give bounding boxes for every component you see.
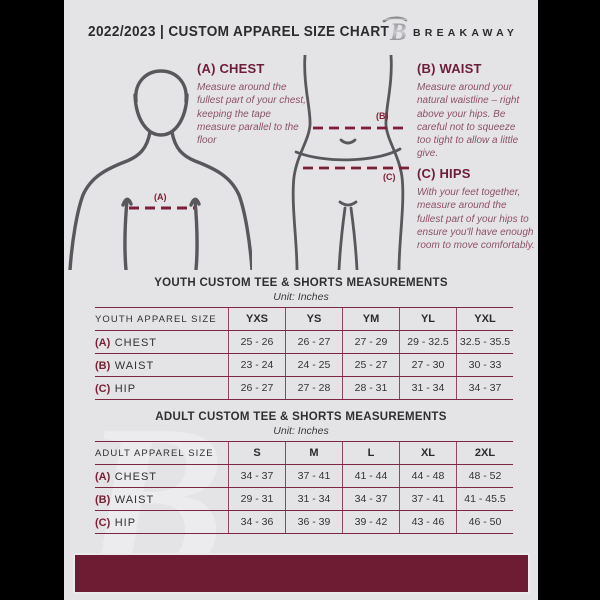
adult-table-title: ADULT CUSTOM TEE & SHORTS MEASUREMENTS: [155, 411, 447, 423]
size-header: 2XL: [456, 441, 513, 465]
chest-section-heading: (A) CHEST: [197, 61, 265, 76]
waist-hips-diagram: (B) (C): [283, 55, 413, 270]
adult-size-col-header: ADULT APPAREL SIZE: [95, 441, 229, 465]
size-header: YL: [399, 307, 457, 331]
size-header: M: [285, 441, 343, 465]
cell: 36 - 39: [285, 510, 343, 534]
table-row: (B) WAIST 23 - 24 24 - 25 25 - 27 27 - 3…: [95, 353, 513, 377]
page-title: 2022/2023 | CUSTOM APPAREL SIZE CHART: [88, 24, 390, 40]
size-header: YM: [342, 307, 400, 331]
cell: 27 - 29: [342, 330, 400, 354]
waist-section-text: Measure around your natural waistline – …: [417, 82, 520, 160]
chest-section-text: Measure around the fullest part of your …: [197, 82, 306, 147]
row-label-prefix: (A): [95, 471, 111, 483]
hips-section-text: With your feet together, measure around …: [417, 187, 535, 252]
brand-name: BREAKAWAY: [413, 27, 519, 39]
row-label-prefix: (C): [95, 383, 111, 395]
size-header: YS: [285, 307, 343, 331]
cell: 23 - 24: [228, 353, 286, 377]
chest-line-label: (A): [154, 192, 167, 202]
cell: 41 - 45.5: [456, 487, 513, 511]
row-label-text: HIP: [114, 517, 137, 529]
size-header: YXL: [456, 307, 513, 331]
table-header-row: YOUTH APPAREL SIZE YXS YS YM YL YXL: [95, 307, 513, 331]
footer-bar: [73, 553, 530, 594]
cell: 34 - 37: [456, 376, 513, 400]
cell: 48 - 52: [456, 464, 513, 488]
row-label-prefix: (A): [95, 337, 111, 349]
row-label: (A) CHEST: [95, 330, 229, 354]
cell: 26 - 27: [228, 376, 286, 400]
adult-table-unit: Unit: Inches: [273, 425, 329, 437]
cell: 32.5 - 35.5: [456, 330, 513, 354]
waist-line-label: (B): [376, 111, 389, 121]
table-row: (C) HIP 34 - 36 36 - 39 39 - 42 43 - 46 …: [95, 510, 513, 534]
cell: 27 - 30: [399, 353, 457, 377]
row-label: (C) HIP: [95, 510, 229, 534]
cell: 29 - 32.5: [399, 330, 457, 354]
cell: 43 - 46: [399, 510, 457, 534]
cell: 30 - 33: [456, 353, 513, 377]
row-label-prefix: (C): [95, 517, 111, 529]
cell: 37 - 41: [399, 487, 457, 511]
cell: 26 - 27: [285, 330, 343, 354]
cell: 25 - 27: [342, 353, 400, 377]
cell: 34 - 37: [228, 464, 286, 488]
cell: 37 - 41: [285, 464, 343, 488]
table-row: (B) WAIST 29 - 31 31 - 34 34 - 37 37 - 4…: [95, 487, 513, 511]
cell: 44 - 48: [399, 464, 457, 488]
cell: 25 - 26: [228, 330, 286, 354]
row-label-text: HIP: [114, 383, 137, 395]
table-row: (A) CHEST 34 - 37 37 - 41 41 - 44 44 - 4…: [95, 464, 513, 488]
chest-diagram: (A): [66, 55, 252, 270]
size-header: S: [228, 441, 286, 465]
row-label-prefix: (B): [95, 360, 111, 372]
row-label: (B) WAIST: [95, 353, 229, 377]
row-label-prefix: (B): [95, 494, 111, 506]
table-row: (C) HIP 26 - 27 27 - 28 28 - 31 31 - 34 …: [95, 376, 513, 400]
row-label: (A) CHEST: [95, 464, 229, 488]
hips-section-heading: (C) HIPS: [417, 166, 471, 181]
row-label: (B) WAIST: [95, 487, 229, 511]
breakaway-logo-icon: B: [382, 14, 410, 46]
cell: 39 - 42: [342, 510, 400, 534]
size-header: YXS: [228, 307, 286, 331]
cell: 27 - 28: [285, 376, 343, 400]
youth-size-col-header: YOUTH APPAREL SIZE: [95, 307, 229, 331]
youth-size-table: YOUTH APPAREL SIZE YXS YS YM YL YXL (A) …: [95, 307, 513, 400]
size-chart-page: 2022/2023 | CUSTOM APPAREL SIZE CHART B …: [64, 0, 538, 600]
table-header-row: ADULT APPAREL SIZE S M L XL 2XL: [95, 441, 513, 465]
row-label-text: CHEST: [114, 471, 158, 483]
cell: 31 - 34: [285, 487, 343, 511]
row-label-text: WAIST: [114, 494, 155, 506]
row-label-text: CHEST: [114, 337, 158, 349]
waist-section-heading: (B) WAIST: [417, 61, 482, 76]
adult-size-table: ADULT APPAREL SIZE S M L XL 2XL (A) CHES…: [95, 441, 513, 534]
size-header: L: [342, 441, 400, 465]
row-label: (C) HIP: [95, 376, 229, 400]
cell: 24 - 25: [285, 353, 343, 377]
cell: 29 - 31: [228, 487, 286, 511]
hips-line-label: (C): [383, 172, 396, 182]
row-label-text: WAIST: [114, 360, 155, 372]
svg-text:B: B: [389, 19, 407, 46]
table-row: (A) CHEST 25 - 26 26 - 27 27 - 29 29 - 3…: [95, 330, 513, 354]
cell: 46 - 50: [456, 510, 513, 534]
youth-table-title: YOUTH CUSTOM TEE & SHORTS MEASUREMENTS: [154, 277, 448, 289]
cell: 31 - 34: [399, 376, 457, 400]
cell: 34 - 36: [228, 510, 286, 534]
youth-table-unit: Unit: Inches: [273, 291, 329, 303]
cell: 28 - 31: [342, 376, 400, 400]
cell: 41 - 44: [342, 464, 400, 488]
size-header: XL: [399, 441, 457, 465]
cell: 34 - 37: [342, 487, 400, 511]
